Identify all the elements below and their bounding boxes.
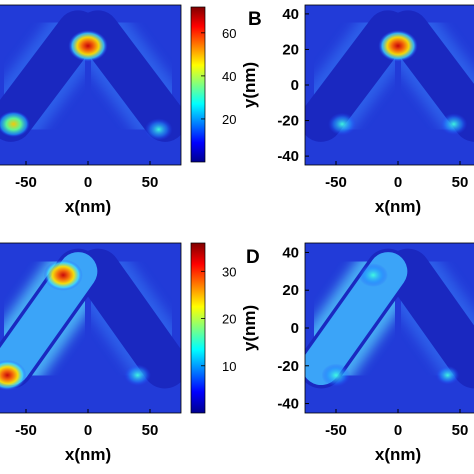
y-tick-label: 0 <box>291 77 299 94</box>
x-tick-label: -50 <box>15 174 37 191</box>
colorbar-gradient <box>190 242 206 414</box>
y-tick-label: 20 <box>282 282 299 299</box>
x-tick-label: -50 <box>325 174 347 191</box>
y-tick-label: -40 <box>277 396 299 413</box>
nanorod <box>385 248 474 389</box>
colorbar-tick-label: 10 <box>222 359 236 374</box>
y-tick-label: 20 <box>282 41 299 58</box>
y-tick-label: 40 <box>282 6 299 23</box>
hotspot <box>321 363 351 387</box>
nanorod-fill <box>305 252 408 386</box>
x-axis-label: x(nm) <box>375 445 421 464</box>
x-tick-label: -50 <box>15 422 37 439</box>
hotspot <box>328 112 357 136</box>
y-tick-label: 0 <box>291 320 299 337</box>
colorbar-tick-label: 20 <box>222 312 236 327</box>
x-tick-label: -50 <box>325 422 347 439</box>
x-tick-label: 0 <box>394 174 402 191</box>
x-axis-label: x(nm) <box>65 445 111 464</box>
colorbar-gradient <box>190 6 206 163</box>
panel-3: -50 0 50 x(nm) 10 20 30 <box>0 242 236 464</box>
colorbar-tick-label: 60 <box>222 26 236 41</box>
y-tick-label: -20 <box>277 113 299 130</box>
panel-1: -50 0 50 x(nm) 20 40 60 <box>0 4 236 216</box>
colorbar-tick-label: 30 <box>222 264 236 279</box>
hotspot <box>440 113 468 135</box>
hotspot <box>144 118 173 141</box>
heatmap-field <box>0 243 181 413</box>
colorbar: 10 20 30 <box>190 242 236 414</box>
y-tick-label: -20 <box>277 358 299 375</box>
panel-label: B <box>248 9 262 30</box>
hotspot <box>43 259 83 291</box>
nanorod <box>305 10 410 142</box>
heatmap-field <box>0 5 181 165</box>
hotspot <box>378 30 418 62</box>
panel-4: -50 0 50 x(nm) 40 20 0 -20 -40 y(nm) D <box>240 242 474 464</box>
nanorod <box>76 10 181 142</box>
y-tick-label: -40 <box>277 148 299 165</box>
hotspot <box>0 111 30 138</box>
panel-label: D <box>246 247 260 268</box>
nanorod <box>386 10 474 142</box>
hotspot <box>358 263 388 287</box>
colorbar: 20 40 60 <box>190 6 236 163</box>
panel-2: -50 0 50 x(nm) 40 20 0 -20 -40 y(nm) B <box>240 4 474 216</box>
hotspot <box>68 30 108 62</box>
hotspot <box>124 364 151 386</box>
x-tick-label: 50 <box>452 174 469 191</box>
colorbar-tick-label: 40 <box>222 69 236 84</box>
x-tick-label: 50 <box>452 422 469 439</box>
heatmap-field <box>305 5 474 165</box>
x-tick-label: 0 <box>394 422 402 439</box>
colorbar-tick-label: 20 <box>222 112 236 127</box>
hotspot <box>0 360 27 391</box>
heatmap-field <box>305 243 474 413</box>
x-axis-label: x(nm) <box>65 197 111 216</box>
y-axis-label: y(nm) <box>240 305 259 351</box>
nanorod <box>75 248 181 389</box>
y-tick-label: 40 <box>282 244 299 261</box>
x-axis-label: x(nm) <box>375 197 421 216</box>
y-axis-label: y(nm) <box>240 62 259 108</box>
hotspot <box>435 365 460 385</box>
x-tick-label: 0 <box>84 174 92 191</box>
x-tick-label: 0 <box>84 422 92 439</box>
x-tick-label: 50 <box>142 174 159 191</box>
x-tick-label: 50 <box>142 422 159 439</box>
nanorod <box>0 10 100 142</box>
